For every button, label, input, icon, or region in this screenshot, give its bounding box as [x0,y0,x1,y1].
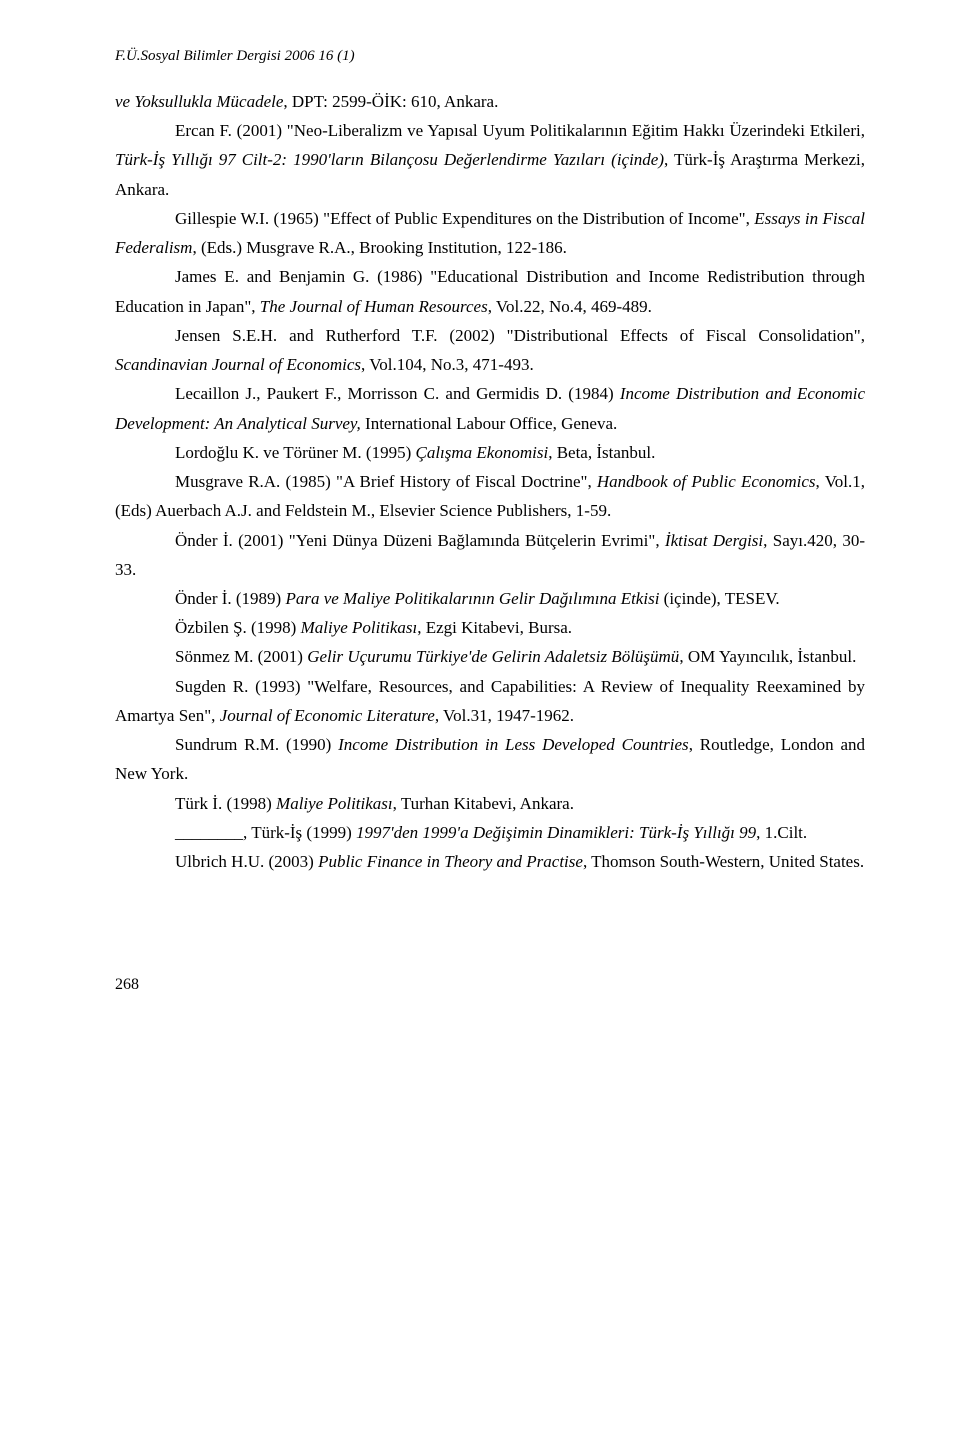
ref-plain: Lordoğlu K. ve Törüner M. (1995) [175,443,415,462]
ref-italic: İktisat Dergisi [665,531,763,550]
ref-italic: Gelir Uçurumu Türkiye'de Gelirin Adalets… [307,647,679,666]
ref-tail: , Vol.31, 1947-1962. [435,706,574,725]
ref-tail: , Thomson South-Western, United States. [583,852,864,871]
journal-header: F.Ü.Sosyal Bilimler Dergisi 2006 16 (1) [115,48,865,65]
ref-tail: International Labour Office, Geneva. [361,414,617,433]
ref-tail: , DPT: 2599-ÖİK: 610, Ankara. [283,92,498,111]
ref-plain: Gillespie W.I. (1965) "Effect of Public … [175,209,754,228]
ref-tail: (içinde), TESEV. [659,589,779,608]
ref-plain: Ercan F. (2001) "Neo-Liberalizm ve Yapıs… [175,121,865,140]
ref-tail: , OM Yayıncılık, İstanbul. [679,647,856,666]
ref-plain: Lecaillon J., Paukert F., Morrisson C. a… [175,384,620,403]
ref-tail: , Vol.104, No.3, 471-493. [361,355,534,374]
ref-tail: , (Eds.) Musgrave R.A., Brooking Institu… [192,238,566,257]
ref-plain: Önder İ. (1989) [175,589,285,608]
page-number: 268 [115,976,865,994]
ref-tail: , Beta, İstanbul. [548,443,655,462]
ref-plain: ________, Türk-İş (1999) [175,823,356,842]
reference-item: Ulbrich H.U. (2003) Public Finance in Th… [115,847,865,876]
reference-item: Sundrum R.M. (1990) Income Distribution … [115,730,865,788]
reference-item: Sugden R. (1993) "Welfare, Resources, an… [115,672,865,730]
ref-plain: Önder İ. (2001) "Yeni Dünya Düzeni Bağla… [175,531,665,550]
ref-italic: Para ve Maliye Politikalarının Gelir Dağ… [285,589,659,608]
ref-plain: Ulbrich H.U. (2003) [175,852,318,871]
ref-italic: Maliye Politikası [301,618,418,637]
reference-item: ________, Türk-İş (1999) 1997'den 1999'a… [115,818,865,847]
ref-plain: Sönmez M. (2001) [175,647,307,666]
ref-italic: Journal of Economic Literature [220,706,435,725]
ref-plain: Sundrum R.M. (1990) [175,735,338,754]
reference-item: Musgrave R.A. (1985) "A Brief History of… [115,467,865,525]
ref-tail: , 1.Cilt. [756,823,807,842]
reference-item: Önder İ. (1989) Para ve Maliye Politikal… [115,584,865,613]
ref-italic: Income Distribution in Less Developed Co… [338,735,689,754]
ref-italic: Scandinavian Journal of Economics [115,355,361,374]
ref-tail: , Ezgi Kitabevi, Bursa. [417,618,572,637]
ref-italic: Çalışma Ekonomisi [415,443,548,462]
reference-item: Sönmez M. (2001) Gelir Uçurumu Türkiye'd… [115,642,865,671]
reference-item: Özbilen Ş. (1998) Maliye Politikası, Ezg… [115,613,865,642]
reference-item: Gillespie W.I. (1965) "Effect of Public … [115,204,865,262]
ref-italic: Handbook of Public Economics [597,472,816,491]
ref-plain: Türk İ. (1998) [175,794,276,813]
ref-italic: Public Finance in Theory and Practise [318,852,583,871]
ref-italic: ve Yoksullukla Mücadele [115,92,283,111]
reference-item: Ercan F. (2001) "Neo-Liberalizm ve Yapıs… [115,116,865,204]
ref-plain: Özbilen Ş. (1998) [175,618,301,637]
reference-item: ve Yoksullukla Mücadele, DPT: 2599-ÖİK: … [115,87,865,116]
ref-italic: Türk-İş Yıllığı 97 Cilt-2: 1990'ların Bi… [115,150,664,169]
reference-item: James E. and Benjamin G. (1986) "Educati… [115,262,865,320]
ref-plain: Jensen S.E.H. and Rutherford T.F. (2002)… [175,326,865,345]
reference-item: Jensen S.E.H. and Rutherford T.F. (2002)… [115,321,865,379]
ref-italic: The Journal of Human Resources [260,297,488,316]
reference-item: Lecaillon J., Paukert F., Morrisson C. a… [115,379,865,437]
reference-item: Türk İ. (1998) Maliye Politikası, Turhan… [115,789,865,818]
ref-tail: , Vol.22, No.4, 469-489. [488,297,652,316]
ref-plain: Musgrave R.A. (1985) "A Brief History of… [175,472,597,491]
ref-tail: , Turhan Kitabevi, Ankara. [393,794,574,813]
reference-item: Lordoğlu K. ve Törüner M. (1995) Çalışma… [115,438,865,467]
ref-italic: 1997'den 1999'a Değişimin Dinamikleri: T… [356,823,756,842]
ref-italic: Maliye Politikası [276,794,393,813]
reference-item: Önder İ. (2001) "Yeni Dünya Düzeni Bağla… [115,526,865,584]
